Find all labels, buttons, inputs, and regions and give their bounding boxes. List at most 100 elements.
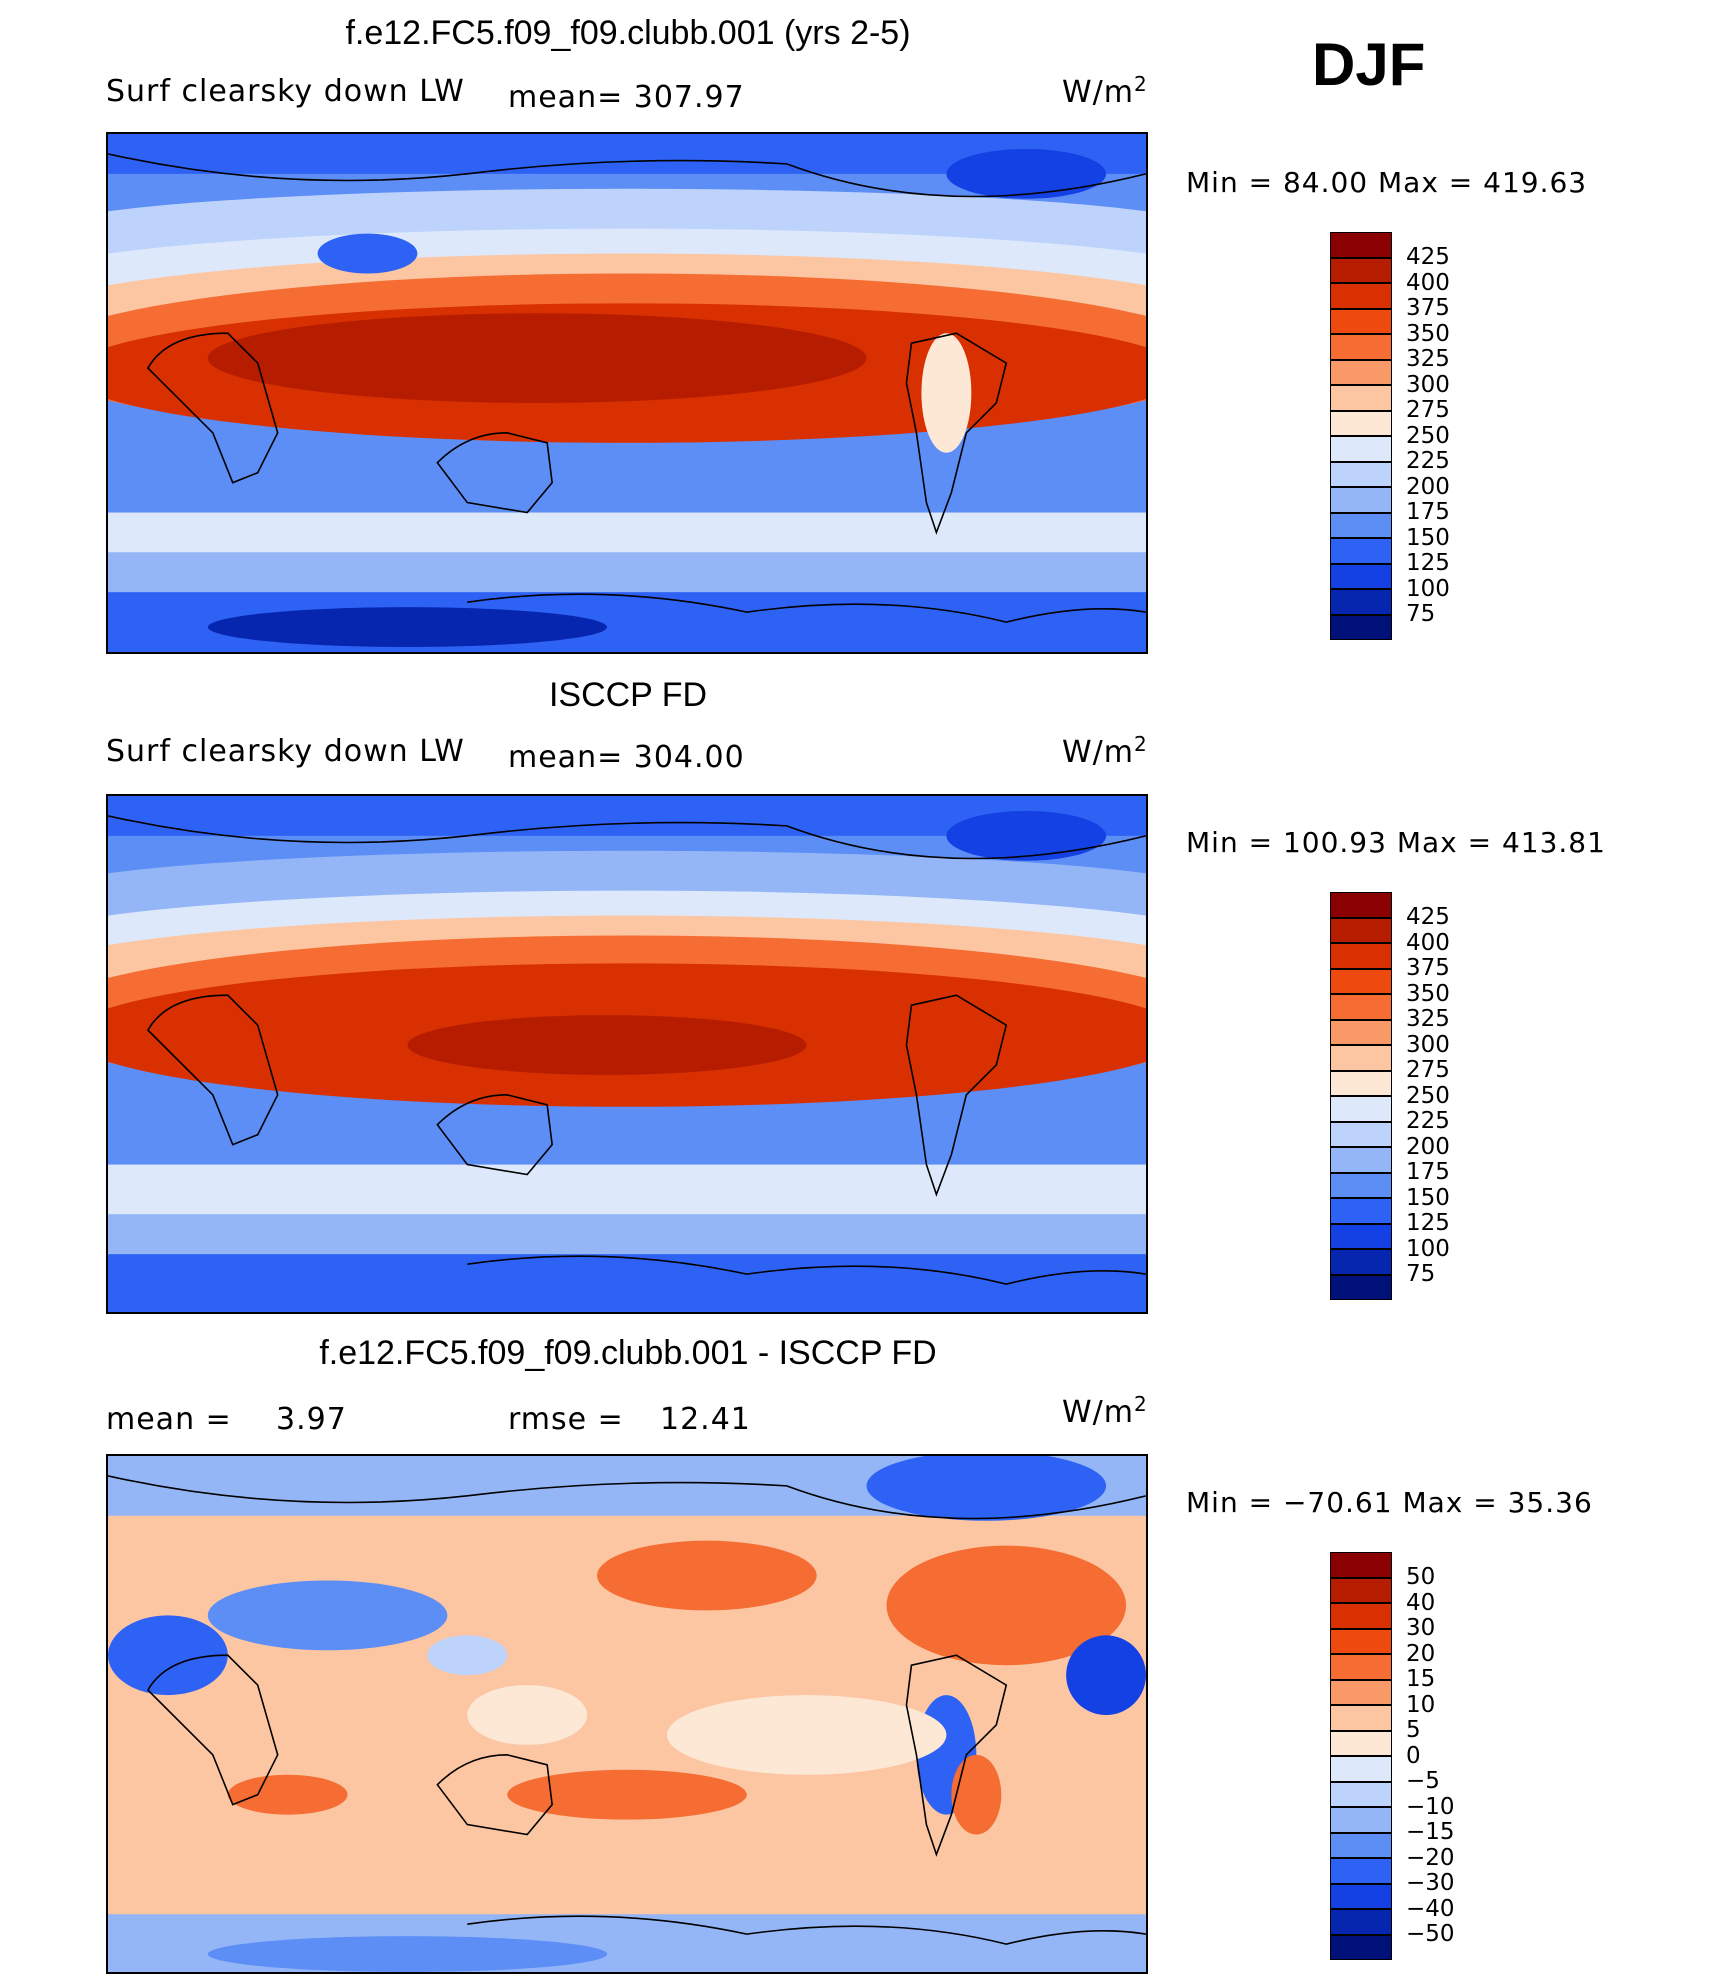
panel3-rmse-label: rmse = (508, 1402, 624, 1437)
panel2-variable-label: Surf clearsky down LW (106, 734, 465, 769)
panel3-colorbar: 50 40 30 20 15 10 5 0 −5 −10 −15 −20 −30 −40 −50 (1330, 1552, 1455, 1960)
panel2-heatmap (108, 796, 1146, 1312)
colorbar-tick-label: 425 (1406, 904, 1450, 930)
colorbar-tick-label: 200 (1406, 473, 1450, 500)
panel3-heatmap (108, 1456, 1146, 1972)
panel3-minmax: Min = −70.61 Max = 35.36 (1186, 1486, 1593, 1519)
panel2-map (106, 794, 1148, 1314)
colorbar-swatch (1330, 589, 1392, 615)
colorbar-swatch (1330, 1807, 1392, 1833)
colorbar-swatch (1330, 1577, 1392, 1603)
colorbar-swatch (1330, 1883, 1392, 1909)
colorbar-tick-label: 350 (1406, 980, 1450, 1007)
colorbar-tick-label: 50 (1406, 1564, 1436, 1590)
colorbar-tick-label: 275 (1406, 397, 1450, 423)
panel3-map (106, 1454, 1148, 1974)
colorbar-swatch (1330, 1705, 1392, 1731)
colorbar-swatch (1330, 943, 1392, 969)
colorbar-tick-label: 150 (1406, 1184, 1450, 1211)
colorbar-swatch (1330, 334, 1392, 360)
colorbar-swatch (1330, 538, 1392, 564)
colorbar-tick-label: 10 (1406, 1691, 1436, 1718)
colorbar-tick-label: 425 (1406, 244, 1450, 270)
colorbar-swatch (1330, 436, 1392, 462)
colorbar-tick-label: 150 (1406, 524, 1450, 551)
colorbar-swatch (1330, 1070, 1392, 1096)
colorbar-tick-label: 20 (1406, 1640, 1436, 1667)
colorbar-swatch (1330, 1096, 1392, 1122)
colorbar-tick-label: 125 (1406, 1210, 1450, 1236)
colorbar-tick-label: 300 (1406, 371, 1450, 398)
colorbar-swatch (1330, 1121, 1392, 1147)
colorbar-tick-label: 225 (1406, 1108, 1450, 1134)
panel2-title: ISCCP FD (548, 676, 708, 714)
colorbar-tick-label: 225 (1406, 448, 1450, 474)
colorbar-swatch (1330, 1172, 1392, 1198)
colorbar-tick-label: 375 (1406, 295, 1450, 321)
colorbar-swatch (1330, 512, 1392, 538)
panel3-mean-label: mean = (106, 1402, 232, 1437)
colorbar-swatch (1330, 1249, 1392, 1275)
colorbar-tick-label: 175 (1406, 499, 1450, 525)
colorbar-swatch (1330, 1730, 1392, 1756)
panel2-colorbar: 425 400 375 350 325 300 275 250 225 200 175 150 125 1… (1330, 892, 1450, 1300)
panel2-mean-label: mean= 304.00 (508, 740, 745, 775)
panel1-variable-label: Surf clearsky down LW (106, 74, 465, 109)
colorbar-swatch (1330, 1223, 1392, 1249)
colorbar-tick-label: 5 (1406, 1717, 1421, 1743)
colorbar-tick-label: 125 (1406, 550, 1450, 576)
colorbar-tick-label: 100 (1406, 1235, 1450, 1262)
colorbar-tick-label: 275 (1406, 1057, 1450, 1083)
panel2-units: W/m2 (1062, 732, 1148, 770)
colorbar-tick-label: 325 (1406, 1006, 1450, 1032)
colorbar-tick-label: −50 (1406, 1921, 1455, 1947)
colorbar-tick-label: −40 (1406, 1895, 1455, 1922)
season-label: DJF (1312, 31, 1426, 98)
panel2-minmax: Min = 100.93 Max = 413.81 (1186, 826, 1606, 859)
colorbar-swatch (1330, 1147, 1392, 1173)
colorbar-tick-label: 75 (1406, 601, 1436, 627)
colorbar-swatch (1330, 892, 1392, 918)
colorbar-swatch (1330, 308, 1392, 334)
colorbar-tick-label: −15 (1406, 1819, 1455, 1845)
colorbar-swatch (1330, 1832, 1392, 1858)
colorbar-tick-label: 100 (1406, 575, 1450, 602)
colorbar-tick-label: −20 (1406, 1844, 1455, 1871)
colorbar-tick-label: 200 (1406, 1133, 1450, 1160)
colorbar-tick-label: 400 (1406, 269, 1450, 296)
panel1-units: W/m2 (1062, 72, 1148, 110)
colorbar-tick-label: 75 (1406, 1261, 1436, 1287)
colorbar-swatch (1330, 1198, 1392, 1224)
colorbar-swatch (1330, 257, 1392, 283)
colorbar-tick-label: 300 (1406, 1031, 1450, 1058)
colorbar-swatch (1330, 1781, 1392, 1807)
colorbar-swatch (1330, 1045, 1392, 1071)
panel3-title: f.e12.FC5.f09_f09.clubb.001 - ISCCP FD (319, 1334, 937, 1372)
colorbar-swatch (1330, 487, 1392, 513)
colorbar-swatch (1330, 1603, 1392, 1629)
panel1-map (106, 132, 1148, 654)
colorbar-swatch (1330, 1934, 1392, 1960)
colorbar-swatch (1330, 994, 1392, 1020)
colorbar-swatch (1330, 1679, 1392, 1705)
colorbar-swatch (1330, 1756, 1392, 1782)
panel1-minmax: Min = 84.00 Max = 419.63 (1186, 166, 1588, 199)
colorbar-tick-label: −10 (1406, 1793, 1455, 1820)
colorbar-tick-label: 30 (1406, 1615, 1436, 1641)
colorbar-tick-label: 175 (1406, 1159, 1450, 1185)
colorbar-swatch (1330, 232, 1392, 258)
colorbar-swatch (1330, 461, 1392, 487)
colorbar-swatch (1330, 1274, 1392, 1300)
colorbar-swatch (1330, 1628, 1392, 1654)
colorbar-tick-label: 250 (1406, 422, 1450, 449)
colorbar-swatch (1330, 563, 1392, 589)
colorbar-tick-label: 375 (1406, 955, 1450, 981)
colorbar-swatch (1330, 614, 1392, 640)
colorbar-tick-label: 40 (1406, 1589, 1436, 1616)
panel1-colorbar: 425 400 375 350 325 300 275 250 225 200 175 150 125 1… (1330, 232, 1450, 640)
colorbar-tick-label: 400 (1406, 929, 1450, 956)
colorbar-tick-label: −5 (1406, 1768, 1440, 1794)
colorbar-swatch (1330, 1909, 1392, 1935)
panel1-mean-label: mean= 307.97 (508, 80, 745, 115)
colorbar-tick-label: −30 (1406, 1870, 1455, 1896)
